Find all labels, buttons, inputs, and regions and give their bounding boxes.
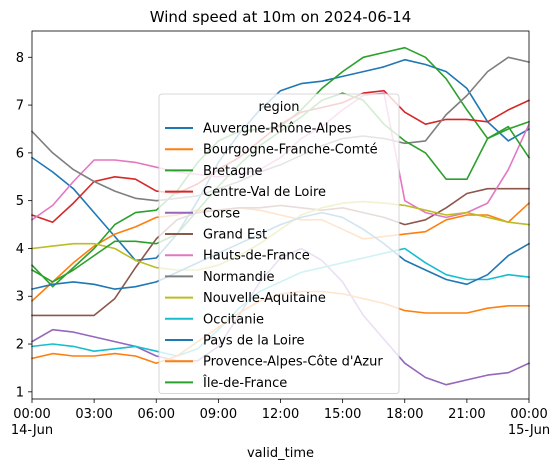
x-tick-label-2: 03:00: [75, 407, 112, 422]
x-tick-label-1: 00:00: [13, 407, 50, 422]
legend-box: [158, 93, 400, 395]
x-axis-label: valid_time: [247, 446, 314, 461]
x-tick-sublabel-9: 15-Jun: [508, 423, 550, 438]
x-tick-label-4: 09:00: [200, 407, 237, 422]
legend-item-10: Occitanie: [165, 312, 264, 327]
legend-label-3: Bretagne: [203, 164, 263, 179]
y-tick-label-2: 2: [16, 338, 24, 353]
y-axis: 1 2 3 4 5 6 7 8: [16, 51, 32, 400]
legend-items: Auvergne-Rhône-Alpes Bourgogne-Franche-Co…: [165, 122, 383, 391]
legend-label-7: Hauts-de-France: [203, 249, 310, 264]
legend-item-4: Centre-Val de Loire: [165, 185, 326, 200]
y-tick-label-3: 3: [16, 290, 24, 305]
legend-item-1: Auvergne-Rhône-Alpes: [165, 122, 352, 137]
legend-label-5: Corse: [203, 206, 240, 221]
legend-label-2: Bourgogne-Franche-Comté: [203, 143, 378, 158]
legend-label-10: Occitanie: [203, 312, 264, 327]
legend-item-3: Bretagne: [165, 164, 263, 179]
y-tick-label-6: 6: [16, 146, 24, 161]
x-tick-label-9: 00:00: [510, 407, 547, 422]
legend-item-12: Provence-Alpes-Côte d'Azur: [165, 355, 383, 370]
legend-item-11: Pays de la Loire: [165, 334, 305, 349]
y-tick-label-1: 1: [16, 385, 24, 400]
legend-item-7: Hauts-de-France: [165, 249, 310, 264]
x-tick-label-5: 12:00: [262, 407, 299, 422]
x-tick-label-7: 18:00: [386, 407, 423, 422]
legend-item-13: Île-de-France: [165, 375, 287, 391]
legend-label-8: Normandie: [203, 270, 275, 285]
legend-item-8: Normandie: [165, 270, 275, 285]
y-tick-label-5: 5: [16, 194, 24, 209]
x-tick-label-6: 15:00: [324, 407, 361, 422]
legend-label-12: Provence-Alpes-Côte d'Azur: [203, 355, 383, 370]
legend-label-11: Pays de la Loire: [203, 334, 305, 349]
legend: region Auvergne-Rhône-Alpes Bourgogne-Fra…: [158, 93, 400, 395]
legend-item-6: Grand Est: [165, 228, 267, 243]
legend-title: region: [258, 100, 299, 115]
series-line-1: [30, 58, 531, 262]
x-tick-sublabel-1: 14-Jun: [11, 423, 53, 438]
x-tick-label-8: 21:00: [448, 407, 485, 422]
y-tick-label-7: 7: [16, 99, 24, 114]
legend-item-2: Bourgogne-Franche-Comté: [165, 143, 378, 158]
legend-item-5: Corse: [165, 206, 240, 221]
y-tick-label-8: 8: [16, 51, 24, 66]
legend-label-13: Île-de-France: [202, 375, 287, 391]
legend-label-6: Grand Est: [203, 228, 267, 243]
legend-item-9: Nouvelle-Aquitaine: [165, 291, 326, 306]
x-tick-label-3: 06:00: [138, 407, 175, 422]
legend-label-4: Centre-Val de Loire: [203, 185, 326, 200]
legend-label-1: Auvergne-Rhône-Alpes: [203, 122, 352, 137]
y-tick-label-4: 4: [16, 242, 24, 257]
chart-title: Wind speed at 10m on 2024-06-14: [150, 8, 411, 26]
legend-label-9: Nouvelle-Aquitaine: [203, 291, 326, 306]
